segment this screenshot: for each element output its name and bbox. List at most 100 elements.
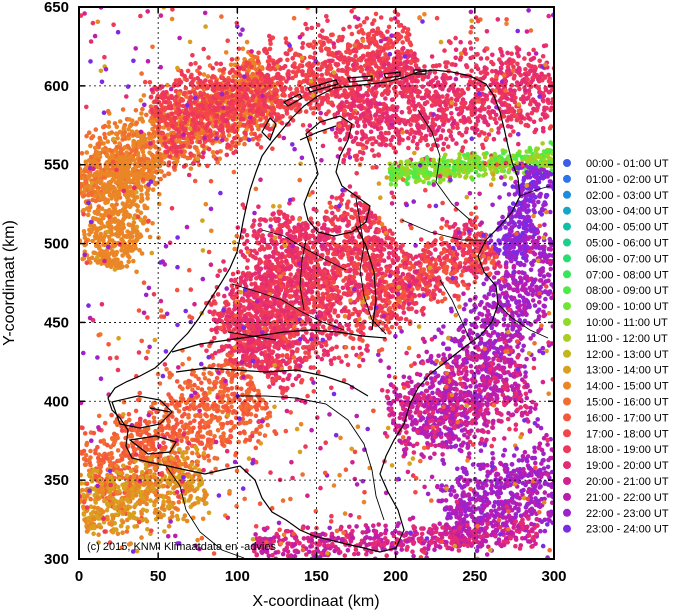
lightning-point [340,67,345,73]
lightning-point [102,135,108,141]
lightning-point [490,109,495,114]
lightning-point [431,143,436,148]
lightning-point [193,145,198,150]
lightning-point [310,244,316,250]
lightning-point [371,86,376,91]
lightning-point [325,352,331,358]
lightning-point [345,234,350,240]
lightning-point [463,119,469,124]
lightning-point [324,71,330,76]
lightning-point [448,133,454,139]
lightning-point [121,131,126,136]
lightning-point [511,129,516,134]
lightning-point [362,265,367,271]
lightning-point [405,87,410,93]
lightning-point [262,87,267,93]
lightning-point [364,16,370,21]
lightning-point [89,135,94,141]
lightning-point [410,84,415,89]
lightning-point [252,131,257,137]
lightning-point [340,127,345,132]
lightning-point [346,57,352,63]
lightning-point [403,93,409,99]
lightning-point [299,69,305,74]
lightning-point [349,31,355,37]
lightning-point [365,53,371,58]
lightning-point [506,67,511,73]
lightning-point [333,88,339,93]
lightning-point [441,114,447,119]
lightning-point [465,86,471,92]
lightning-point [221,66,227,72]
lightning-point [200,123,205,129]
lightning-point [378,266,384,272]
lightning-point [124,150,129,155]
lightning-point [210,66,216,71]
lightning-point [315,291,320,297]
lightning-point [515,61,520,67]
lightning-point [97,135,102,141]
lightning-point [316,106,321,111]
lightning-point [181,143,186,149]
lightning-point [390,237,396,242]
lightning-point [512,73,517,79]
lightning-point [330,221,336,227]
lightning-point [421,125,427,131]
lightning-point [129,129,135,134]
lightning-point [300,45,305,50]
lightning-point [294,87,299,92]
lightning-point [210,150,216,155]
lightning-point [82,193,87,198]
lightning-point [352,306,357,312]
lightning-point [350,62,356,68]
lightning-point [266,105,271,110]
lightning-point [370,91,376,97]
lightning-point [394,118,399,123]
lightning-point [167,154,173,159]
lightning-point [345,247,351,252]
lightning-point [443,64,449,70]
lightning-point [391,41,396,46]
lightning-point [281,91,286,97]
lightning-point [415,116,421,122]
lightning-point [276,359,282,365]
lightning-point [507,132,513,138]
lightning-point [344,65,350,70]
lightning-point [189,136,194,142]
lightning-point [360,210,366,215]
lightning-point [322,317,327,322]
lightning-point [520,97,526,102]
lightning-point [330,346,335,351]
lightning-point [337,137,343,143]
lightning-point [415,89,420,95]
lightning-point [341,26,346,32]
lightning-point [166,162,171,168]
lightning-point [93,127,99,132]
lightning-point [105,139,111,144]
lightning-point [453,47,459,52]
lightning-point [249,98,255,103]
lightning-point [407,109,412,115]
lightning-point [445,60,450,65]
lightning-point [445,144,451,149]
lightning-point [163,99,169,105]
lightning-point [195,75,200,81]
lightning-point [203,78,208,83]
lightning-point [343,94,349,100]
lightning-point [192,89,197,95]
lightning-point [190,117,196,123]
lightning-point [249,131,254,136]
lightning-point [375,26,381,32]
lightning-point [175,82,180,88]
lightning-point [89,190,94,195]
lightning-point [126,136,132,141]
lightning-point [304,26,310,32]
lightning-point [367,36,373,42]
lightning-point [265,59,271,64]
lightning-point [402,118,407,123]
lightning-point [359,156,364,162]
lightning-point [354,130,360,135]
lightning-point [362,124,368,129]
lightning-point [347,50,353,56]
lightning-point [444,106,450,111]
